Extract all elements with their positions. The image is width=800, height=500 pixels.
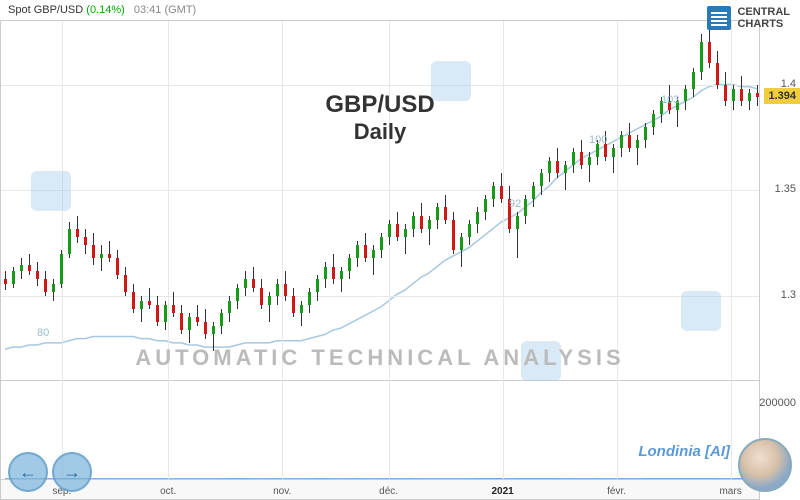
volume-chart[interactable] <box>1 379 759 479</box>
ma-value-label: 103 <box>661 94 679 106</box>
ai-brand-label: Londinia [AI] <box>638 443 730 460</box>
x-tick-label: oct. <box>160 486 176 497</box>
nav-arrows: ← → <box>8 452 92 492</box>
header-symbol: GBP/USD <box>34 4 84 16</box>
brand-icon <box>707 6 731 30</box>
volume-overlay-line <box>1 379 761 479</box>
nav-prev-button[interactable]: ← <box>8 452 48 492</box>
header-prefix: Spot <box>8 4 31 16</box>
x-tick-label: févr. <box>607 486 626 497</box>
price-chart[interactable]: 80 92 100 103 <box>1 21 759 381</box>
ma-value-label: 80 <box>37 327 49 339</box>
ma-value-label: 92 <box>509 198 521 210</box>
x-axis: sep.oct.nov.déc.2021févr.mars <box>1 479 759 499</box>
watermark-icon <box>681 291 721 331</box>
y-tick-label: 1.3 <box>781 289 796 301</box>
watermark-icon <box>521 341 561 381</box>
price-y-axis: 1.31.351.41.394 <box>760 20 800 380</box>
brand-line2: CHARTS <box>737 18 790 30</box>
brand-text: CENTRAL CHARTS <box>737 6 790 30</box>
watermark-icon <box>431 61 471 101</box>
ma-line <box>1 21 761 381</box>
watermark-icon <box>31 171 71 211</box>
chart-header: Spot GBP/USD (0.14%) 03:41 (GMT) <box>8 4 196 16</box>
ma-value-label: 100 <box>589 134 607 146</box>
brand-line1: CENTRAL <box>737 6 790 18</box>
current-price-label: 1.394 <box>764 88 800 104</box>
ai-avatar[interactable] <box>738 438 792 492</box>
brand-logo[interactable]: CENTRAL CHARTS <box>707 6 790 30</box>
header-time: 03:41 (GMT) <box>134 4 196 16</box>
x-tick-label: nov. <box>273 486 291 497</box>
x-tick-label: déc. <box>379 486 398 497</box>
nav-next-button[interactable]: → <box>52 452 92 492</box>
chart-container: 8092100103 sep.oct.nov.déc.2021févr.mars… <box>0 20 760 500</box>
x-tick-label: 2021 <box>491 486 513 497</box>
y-tick-label: 1.35 <box>775 183 796 195</box>
x-tick-label: mars <box>719 486 741 497</box>
volume-tick-label: 200000 <box>759 397 796 409</box>
header-pct: (0.14%) <box>86 4 125 16</box>
